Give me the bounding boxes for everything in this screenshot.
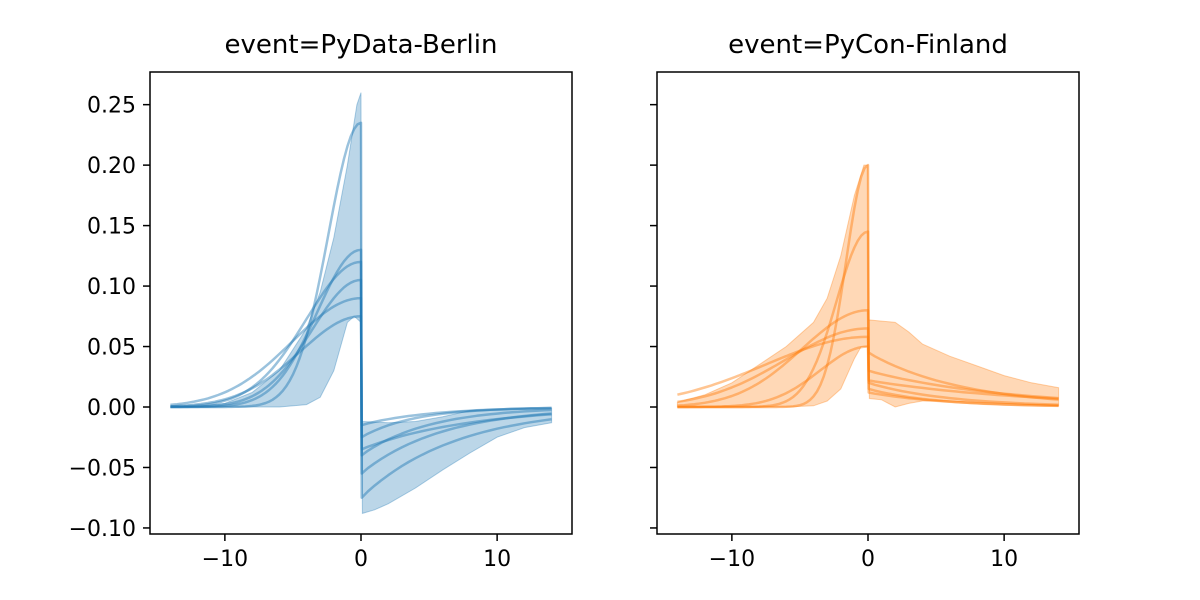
series-line-5: [677, 335, 1059, 400]
x-tick-label: −10: [202, 547, 248, 572]
x-tick-label: 10: [990, 547, 1018, 572]
x-tick-label: 0: [354, 547, 368, 572]
y-tick-label: 0.05: [87, 336, 136, 361]
series-line-2: [170, 248, 552, 457]
y-tick-label: −0.10: [69, 517, 136, 542]
y-tick-label: −0.05: [69, 456, 136, 481]
series-line-6: [170, 315, 552, 427]
x-tick-label: 0: [861, 547, 875, 572]
series-line-5: [170, 296, 552, 451]
subplot-pydata-berlin: event=PyData-Berlin −10 0 10 −0.10 −0.05 0.00…: [69, 30, 573, 572]
subplot-pycon-finland: event=PyCon-Finland −10 0 10: [650, 30, 1080, 572]
series-line-3: [170, 260, 552, 475]
x-tick-label: −10: [709, 547, 755, 572]
quantile-band: [170, 92, 553, 515]
y-tick-label: 0.15: [87, 215, 136, 240]
x-tick-label: 10: [483, 547, 511, 572]
y-tick-label: 0.10: [87, 275, 136, 300]
series-line-3: [677, 309, 1059, 407]
series-line-6: [677, 345, 1059, 409]
y-tick-label: 0.00: [87, 396, 136, 421]
series-line-2: [677, 230, 1059, 409]
subplot-title: event=PyCon-Finland: [728, 30, 1008, 60]
y-tick-label: 0.25: [87, 94, 136, 119]
series-line-1: [677, 163, 1059, 409]
quantile-band: [676, 164, 1060, 408]
series-line-1: [170, 121, 552, 499]
series-line-4: [677, 327, 1059, 404]
y-tick-label: 0.20: [87, 154, 136, 179]
subplot-title: event=PyData-Berlin: [225, 30, 498, 60]
series-line-4: [170, 278, 552, 439]
